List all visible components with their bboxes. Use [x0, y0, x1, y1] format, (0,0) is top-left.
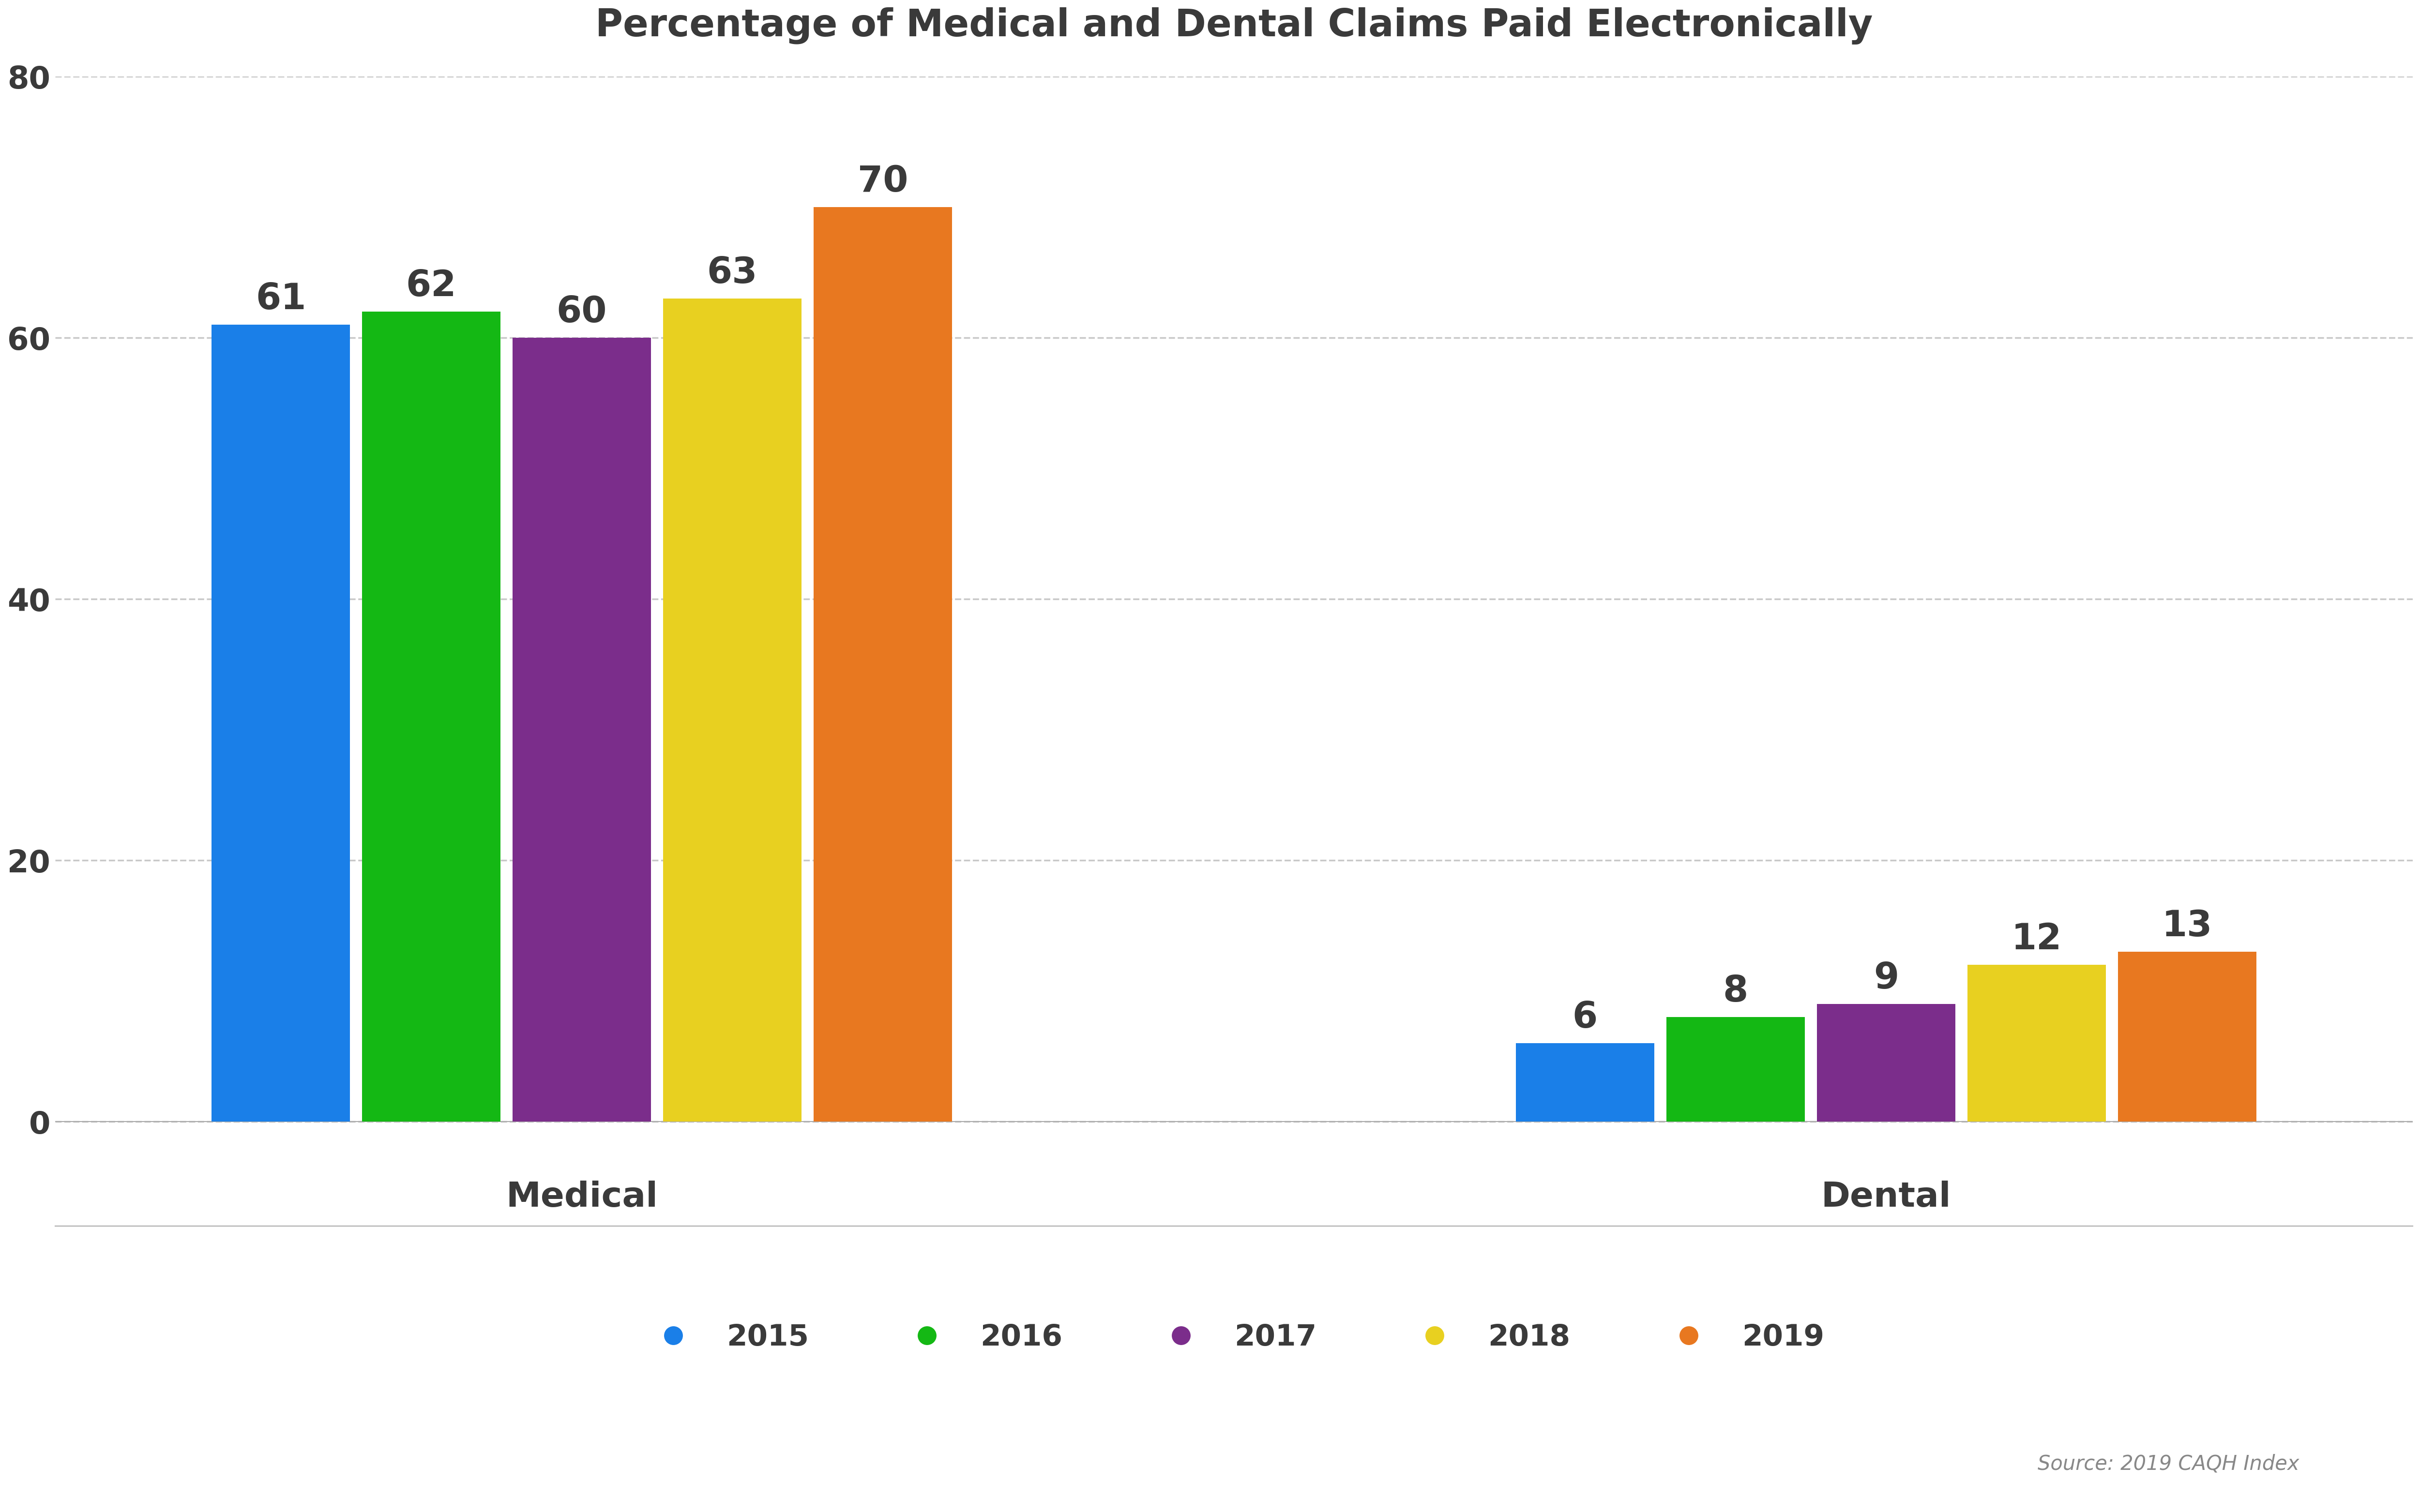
Text: 8: 8	[1723, 974, 1747, 1010]
Bar	[1515, 1043, 1655, 1122]
Title: Percentage of Medical and Dental Claims Paid Electronically: Percentage of Medical and Dental Claims …	[595, 8, 1873, 44]
Text: 60: 60	[557, 295, 607, 330]
Text: Dental: Dental	[1820, 1181, 1951, 1214]
Legend: 2015, 2016, 2017, 2018, 2019: 2015, 2016, 2017, 2018, 2019	[629, 1308, 1839, 1367]
Bar	[2118, 953, 2255, 1122]
Text: 62: 62	[407, 269, 457, 304]
Bar	[363, 311, 501, 1122]
Text: 61: 61	[257, 281, 305, 318]
Text: 6: 6	[1573, 1001, 1597, 1036]
Bar	[663, 299, 801, 1122]
Bar	[513, 337, 651, 1122]
Bar	[211, 325, 351, 1122]
Text: 70: 70	[857, 165, 908, 200]
Text: 63: 63	[707, 256, 757, 290]
Text: 13: 13	[2161, 909, 2212, 943]
Bar	[813, 207, 951, 1122]
Bar	[1667, 1018, 1805, 1122]
Text: Medical: Medical	[506, 1181, 658, 1214]
Bar	[1967, 965, 2105, 1122]
Text: 9: 9	[1873, 962, 1900, 996]
Bar	[1817, 1004, 1955, 1122]
Text: 12: 12	[2011, 922, 2062, 957]
Text: Source: 2019 CAQH Index: Source: 2019 CAQH Index	[2038, 1455, 2299, 1474]
